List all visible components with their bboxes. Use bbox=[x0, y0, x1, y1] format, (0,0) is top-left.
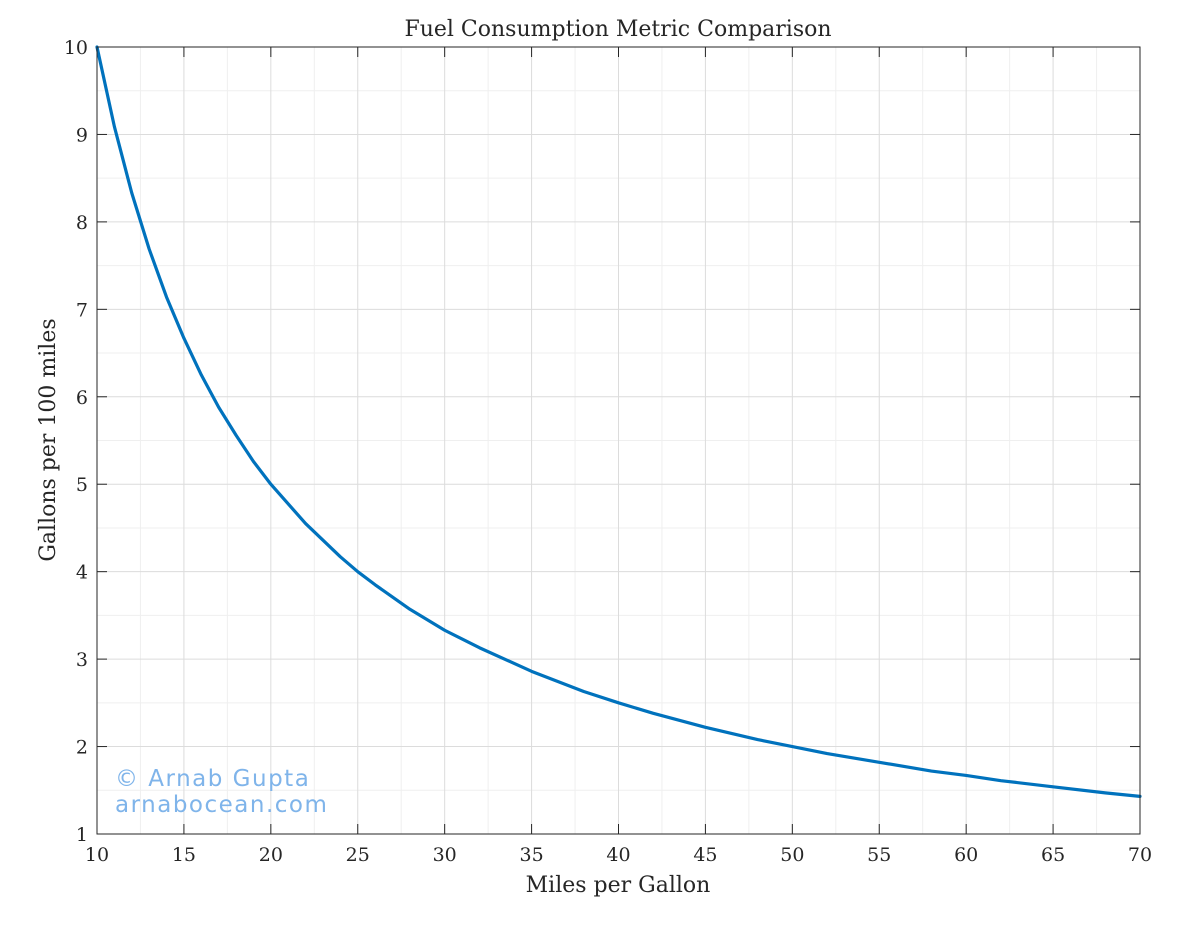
y-axis-label: Gallons per 100 miles bbox=[36, 318, 61, 561]
series-line bbox=[95, 45, 1142, 798]
x-tick-label: 15 bbox=[172, 844, 196, 866]
x-tick-label: 20 bbox=[259, 844, 283, 866]
x-tick-label: 45 bbox=[693, 844, 717, 866]
x-tick-label: 70 bbox=[1128, 844, 1152, 866]
y-tick-label: 2 bbox=[76, 737, 88, 759]
x-tick-label: 10 bbox=[85, 844, 109, 866]
x-tick-label: 35 bbox=[519, 844, 543, 866]
x-tick-label: 55 bbox=[867, 844, 891, 866]
y-tick-label: 4 bbox=[76, 562, 88, 584]
y-tick-label: 8 bbox=[76, 212, 88, 234]
x-tick-label: 40 bbox=[606, 844, 630, 866]
y-tick-label: 6 bbox=[76, 387, 88, 409]
chart-title: Fuel Consumption Metric Comparison bbox=[404, 17, 831, 42]
y-tick-label: 10 bbox=[64, 37, 88, 59]
tick-marks bbox=[96, 46, 1141, 835]
y-tick-label: 5 bbox=[76, 474, 88, 496]
x-axis-label: Miles per Gallon bbox=[526, 873, 711, 898]
y-tick-label: 7 bbox=[76, 299, 88, 321]
x-tick-labels: 10 15 20 25 30 35 40 45 50 55 60 65 70 bbox=[85, 844, 1152, 866]
x-tick-label: 50 bbox=[780, 844, 804, 866]
x-tick-label: 30 bbox=[433, 844, 457, 866]
y-tick-label: 1 bbox=[76, 824, 88, 846]
watermark-website: arnabocean.com bbox=[115, 792, 328, 818]
x-tick-label: 65 bbox=[1041, 844, 1065, 866]
x-tick-label: 25 bbox=[346, 844, 370, 866]
watermark-copyright: © Arnab Gupta bbox=[115, 766, 310, 792]
y-tick-label: 3 bbox=[76, 649, 88, 671]
y-tick-label: 9 bbox=[76, 124, 88, 146]
major-grid bbox=[97, 47, 1140, 834]
x-tick-label: 60 bbox=[954, 844, 978, 866]
y-tick-labels: 1 2 3 4 5 6 7 8 9 10 bbox=[64, 37, 88, 846]
